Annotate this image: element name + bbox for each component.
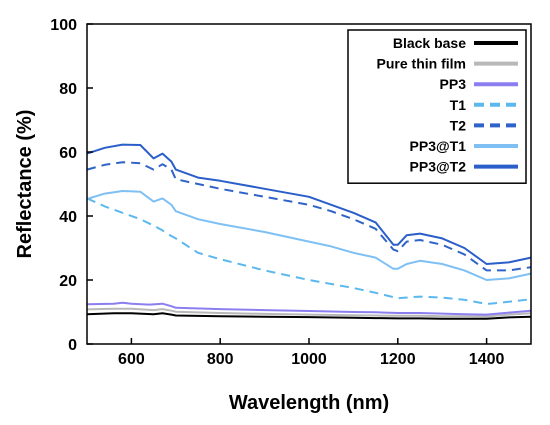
legend-label-0: Black base	[393, 35, 466, 51]
x-tick-label-1: 800	[207, 351, 234, 368]
y-tick-label-5: 100	[50, 17, 77, 34]
series-line-2	[86, 301, 532, 316]
x-tick-label-0: 600	[118, 351, 145, 368]
series-layer	[86, 143, 532, 320]
x-axis-ticks: 600 800 1000 1200 1400	[118, 338, 504, 368]
x-tick-label-4: 1400	[469, 351, 505, 368]
series-line-0	[86, 312, 532, 320]
y-tick-label-3: 60	[59, 145, 77, 162]
legend: Black base Pure thin film PP3 T1 T2 PP3@T1 PP3…	[347, 29, 527, 184]
legend-label-4: T2	[450, 117, 467, 133]
x-axis-label: Wavelength (nm)	[229, 392, 389, 414]
series-line-1	[86, 307, 532, 318]
legend-label-2: PP3	[440, 76, 467, 92]
y-tick-label-1: 20	[59, 273, 77, 290]
y-axis-ticks: 0 20 40 60 80 100	[50, 17, 93, 354]
series-line-4	[86, 161, 532, 272]
x-tick-label-2: 1000	[291, 351, 327, 368]
y-tick-label-0: 0	[68, 337, 77, 354]
y-tick-label-4: 80	[59, 81, 77, 98]
y-tick-label-2: 40	[59, 209, 77, 226]
legend-label-3: T1	[450, 97, 467, 113]
x-tick-label-3: 1200	[380, 351, 416, 368]
y-axis-label: Reflectance (%)	[14, 110, 36, 259]
legend-label-5: PP3@T1	[410, 138, 467, 154]
legend-label-6: PP3@T2	[410, 159, 467, 175]
series-line-3	[86, 197, 532, 305]
series-line-5	[86, 190, 532, 281]
legend-label-1: Pure thin film	[377, 56, 466, 72]
series-line-6	[86, 143, 532, 265]
